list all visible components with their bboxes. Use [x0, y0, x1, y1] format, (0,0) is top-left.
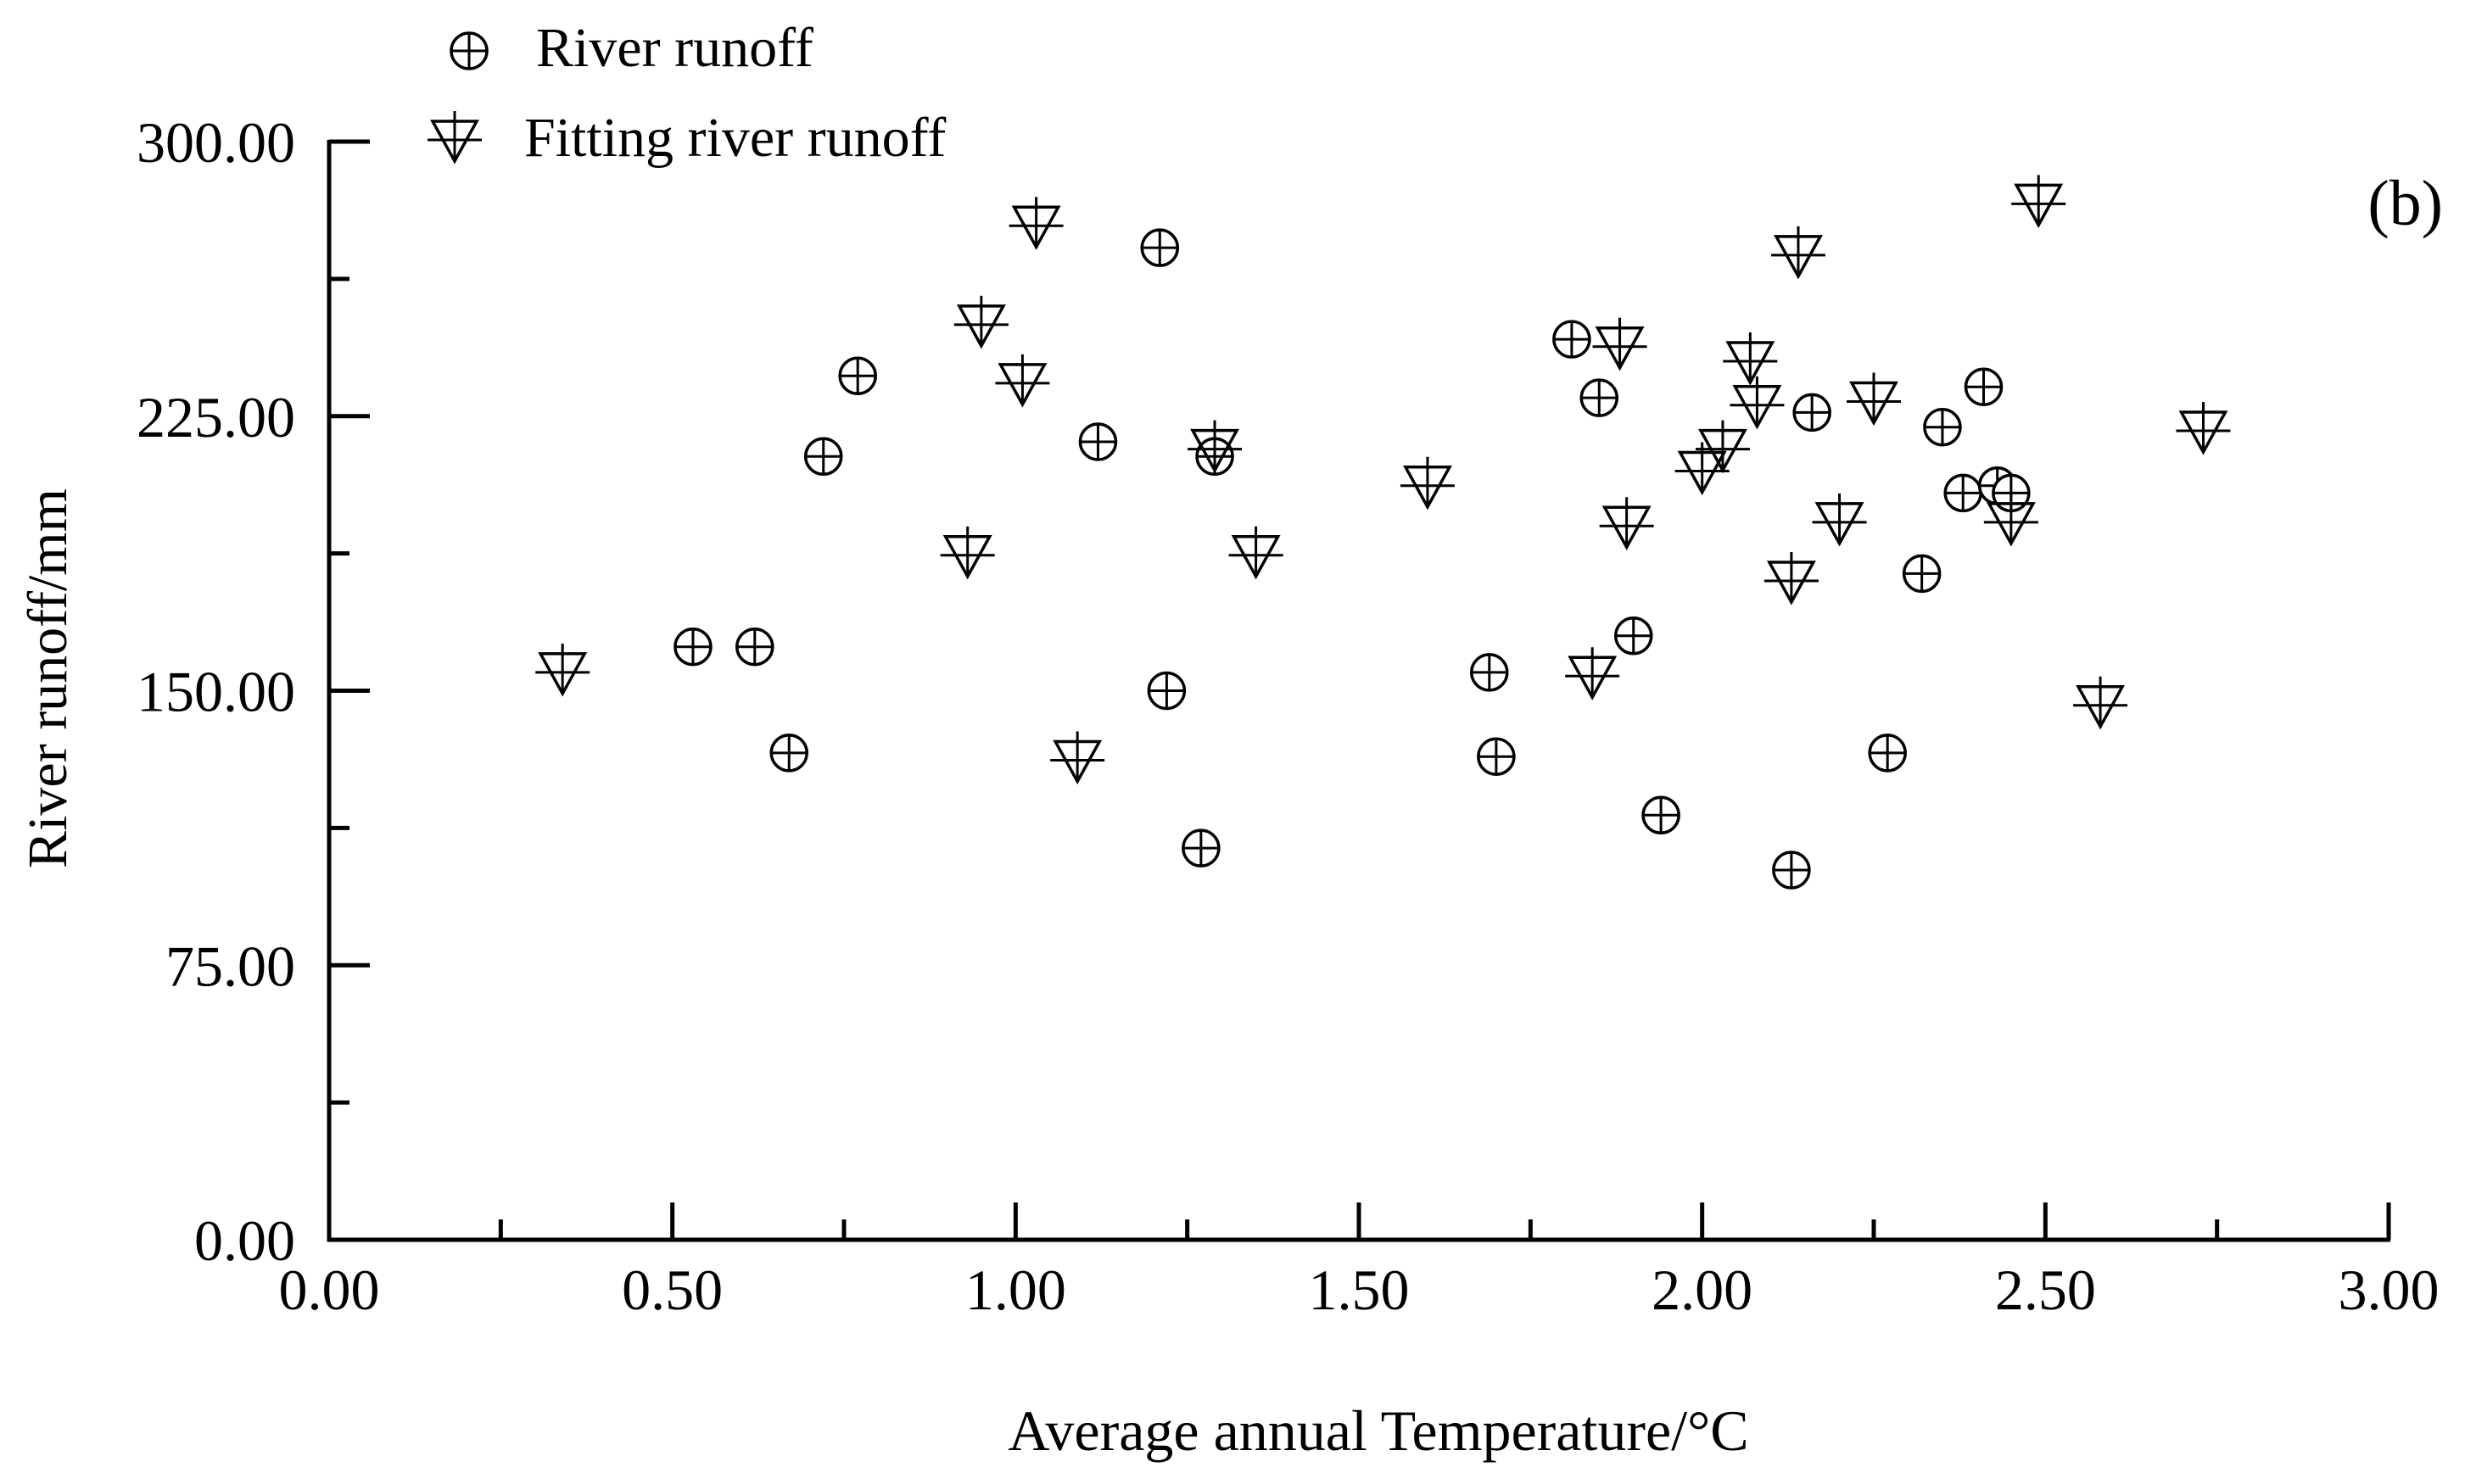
point-river-runoff	[1182, 828, 1221, 868]
y-tick-label: 225.00	[137, 385, 295, 449]
point-river-runoff	[1772, 851, 1811, 890]
legend-marker-river-runoff	[450, 31, 489, 70]
point-fitting-river-runoff	[1592, 317, 1647, 371]
y-tick-label: 75.00	[165, 934, 295, 998]
point-river-runoff	[1641, 795, 1680, 835]
legend-label-river-runoff: River runoff	[536, 17, 813, 79]
point-fitting-river-runoff	[1723, 332, 1778, 386]
point-fitting-river-runoff	[2073, 676, 2128, 730]
legend-label-fitting-river-runoff: Fitting river runoff	[524, 107, 946, 169]
point-river-runoff	[803, 437, 843, 476]
point-fitting-river-runoff	[940, 526, 995, 580]
x-axis-ticks: 0.00 0.50 1.00 1.50 2.00 2.50 3.00	[279, 1202, 2440, 1322]
point-river-runoff	[1140, 228, 1180, 267]
panel-label: (b)	[2367, 168, 2443, 239]
legend-symbol-circle-plus	[450, 31, 489, 70]
x-tick-label: 1.50	[1309, 1258, 1410, 1322]
point-fitting-river-runoff	[1050, 731, 1105, 785]
point-river-runoff	[1868, 734, 1907, 773]
point-river-runoff	[1902, 554, 1942, 594]
point-river-runoff	[1078, 422, 1118, 461]
point-river-runoff	[1579, 378, 1619, 417]
x-tick-label: 3.00	[2339, 1258, 2440, 1322]
x-tick-label: 2.50	[1995, 1258, 2096, 1322]
point-fitting-river-runoff	[1228, 526, 1283, 580]
point-river-runoff	[1943, 473, 1982, 513]
point-fitting-river-runoff	[1674, 442, 1730, 496]
point-fitting-river-runoff	[1599, 497, 1654, 550]
legend-symbol-triangle-plus	[428, 111, 482, 165]
point-fitting-river-runoff	[1009, 197, 1064, 250]
point-fitting-river-runoff	[1770, 226, 1825, 280]
y-axis-label: River runoff/mm	[17, 488, 79, 868]
point-river-runoff	[1477, 737, 1516, 776]
point-river-runoff	[1552, 320, 1591, 359]
point-fitting-river-runoff	[535, 643, 590, 697]
y-tick-label: 0.00	[194, 1208, 295, 1273]
point-fitting-river-runoff	[1400, 456, 1455, 510]
point-fitting-river-runoff	[1847, 372, 1901, 427]
x-tick-label: 1.00	[965, 1258, 1066, 1322]
point-river-runoff	[838, 356, 877, 396]
x-tick-label: 0.00	[279, 1258, 380, 1322]
point-fitting-river-runoff	[1695, 420, 1750, 474]
point-river-runoff	[735, 627, 774, 667]
x-tick-label: 2.00	[1652, 1258, 1752, 1322]
point-fitting-river-runoff	[1764, 552, 1819, 605]
y-axis-ticks: 0.00 75.00 150.00 225.00 300.00	[137, 110, 370, 1273]
point-fitting-river-runoff	[953, 295, 1009, 349]
point-river-runoff	[1470, 653, 1509, 692]
point-river-runoff	[1992, 473, 2031, 513]
legend-marker-fitting-river-runoff	[428, 111, 482, 165]
point-river-runoff	[769, 734, 809, 773]
point-fitting-river-runoff	[1188, 420, 1243, 474]
point-fitting-river-runoff	[2011, 175, 2066, 228]
y-tick-label: 150.00	[137, 660, 295, 724]
point-river-runoff	[1964, 367, 2004, 406]
point-fitting-river-runoff	[1983, 493, 2038, 547]
point-fitting-river-runoff	[1565, 647, 1620, 700]
point-fitting-river-runoff	[1812, 493, 1867, 547]
point-fitting-river-runoff	[2176, 402, 2231, 455]
point-river-runoff	[1613, 616, 1653, 656]
point-river-runoff	[1792, 393, 1831, 432]
point-fitting-river-runoff	[995, 354, 1050, 408]
x-tick-label: 0.50	[622, 1258, 723, 1322]
point-river-runoff	[1147, 671, 1187, 711]
data-points	[535, 175, 2231, 890]
point-river-runoff	[1923, 407, 1962, 447]
point-fitting-river-runoff	[1730, 376, 1785, 430]
y-tick-label: 300.00	[137, 110, 295, 175]
point-river-runoff	[674, 627, 713, 667]
legend: River runoff Fitting river runoff	[428, 17, 946, 169]
x-axis-label: Average annual Temperature/°C	[1008, 1398, 1748, 1463]
